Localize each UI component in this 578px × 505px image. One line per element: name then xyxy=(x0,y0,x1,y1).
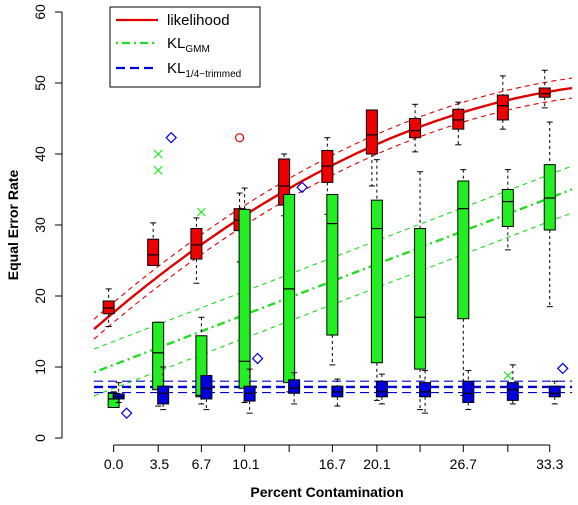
box-2-8 xyxy=(462,380,475,404)
legend-label-1: KLGMM xyxy=(167,35,210,55)
legend-label-2: KL1/4−trimmed xyxy=(167,60,241,80)
legend-label-main: KL xyxy=(167,35,185,52)
box-1-6 xyxy=(370,199,383,364)
x-tick-label: 26.7 xyxy=(450,456,477,472)
outlier-diamond xyxy=(120,407,133,419)
outlier-cross xyxy=(153,149,163,159)
outlier-cross xyxy=(196,207,206,217)
outlier-diamond xyxy=(296,181,308,194)
y-tick-label: 10 xyxy=(32,359,48,375)
box-2-1 xyxy=(157,385,170,405)
x-tick-label: 6.7 xyxy=(192,456,212,472)
x-tick-label: 16.7 xyxy=(319,456,346,472)
x-tick-label: 33.3 xyxy=(536,456,563,472)
box-0-8 xyxy=(452,108,465,130)
box-0-9 xyxy=(496,94,509,121)
box-0-6 xyxy=(365,109,378,155)
box-2-7 xyxy=(419,382,432,398)
y-tick-label: 0 xyxy=(32,434,48,442)
box-0-10 xyxy=(538,87,551,98)
box-2-4 xyxy=(288,379,301,394)
x-tick-label: 0.0 xyxy=(104,456,124,472)
box-2-10 xyxy=(548,385,561,398)
legend-label-main: likelihood xyxy=(167,12,230,29)
outlier-circle xyxy=(235,133,245,143)
box-2-6 xyxy=(375,380,388,398)
outlier-diamond xyxy=(556,362,569,375)
box-series xyxy=(102,69,561,414)
outlier-cross xyxy=(503,371,513,380)
legend-label-sub: GMM xyxy=(185,44,209,55)
legend-label-sub: 1/4−trimmed xyxy=(185,69,241,80)
y-axis-title: Equal Error Rate xyxy=(5,170,21,281)
y-tick-label: 40 xyxy=(32,146,48,162)
x-axis-title: Percent Contamination xyxy=(250,484,403,500)
box-0-1 xyxy=(147,238,160,266)
box-0-2 xyxy=(190,228,203,260)
box-1-9 xyxy=(501,189,514,227)
legend-label-0: likelihood xyxy=(167,12,230,29)
legend-label-main: KL xyxy=(167,60,185,77)
y-tick-label: 50 xyxy=(32,75,48,91)
box-1-8 xyxy=(457,180,470,320)
y-tick-label: 20 xyxy=(32,288,48,304)
box-1-1 xyxy=(152,321,165,391)
box-0-7 xyxy=(409,118,422,139)
outlier-diamond xyxy=(251,352,264,365)
box-1-10 xyxy=(543,164,556,231)
box-1-5 xyxy=(326,193,339,336)
box-0-0 xyxy=(102,300,115,315)
box-2-2 xyxy=(200,375,213,400)
outlier-markers xyxy=(120,131,569,419)
axes: 0 10 20 30 40 50 60 Equal Error Rate 0.0 3.5 6.7 10… xyxy=(5,4,564,500)
x-tick-label: 10.1 xyxy=(232,456,259,472)
outlier-diamond xyxy=(165,131,178,144)
x-tick-label: 20.1 xyxy=(363,456,390,472)
box-2-9 xyxy=(506,382,519,401)
box-1-7 xyxy=(414,228,427,370)
y-tick-label: 30 xyxy=(32,217,48,233)
fit-line-1 xyxy=(93,188,573,374)
x-tick-label: 3.5 xyxy=(150,456,170,472)
outlier-cross xyxy=(153,165,163,175)
y-tick-label: 60 xyxy=(32,4,48,20)
